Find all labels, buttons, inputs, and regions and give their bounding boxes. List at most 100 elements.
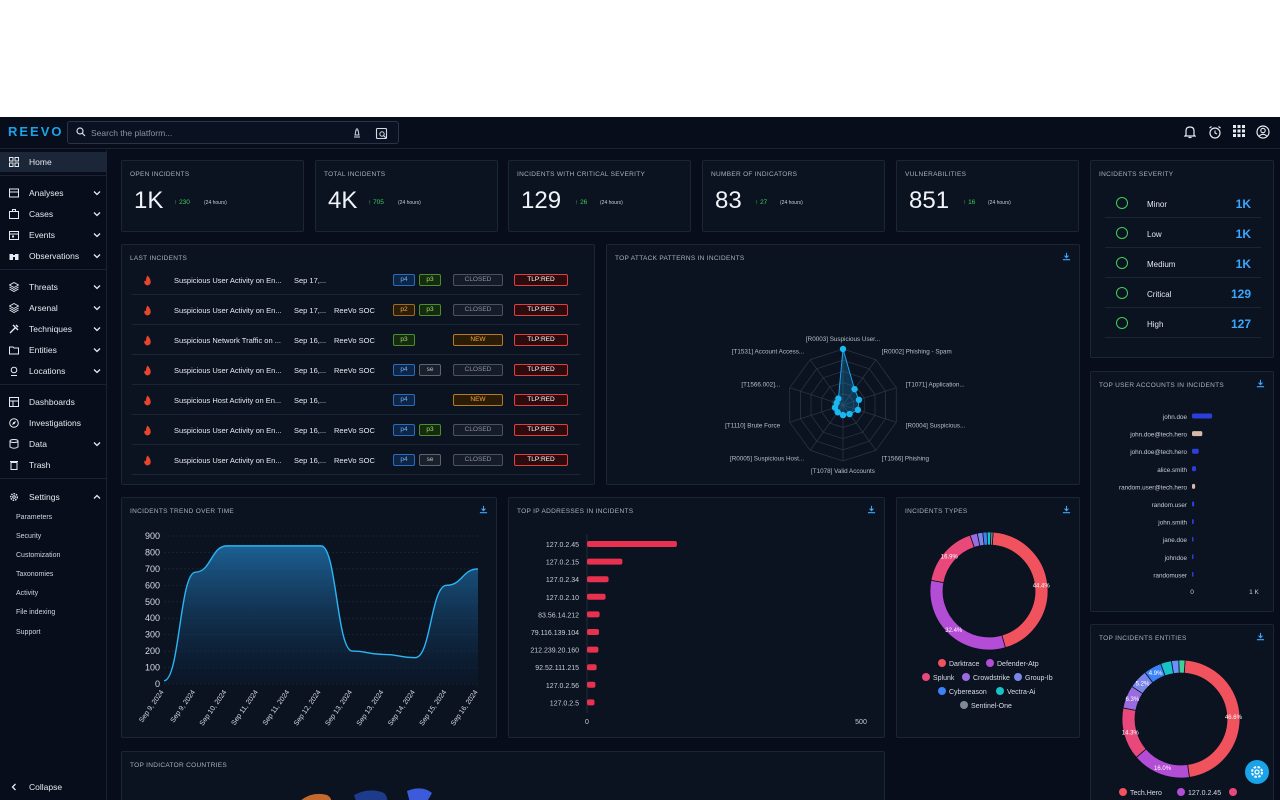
floating-settings-button[interactable] (1245, 760, 1269, 784)
divider (0, 384, 107, 385)
settings-subitem-parameters[interactable]: Parameters (16, 514, 53, 521)
incident-row[interactable]: Suspicious User Activity on En... Sep 17,… (132, 295, 580, 325)
kpi-title: NUMBER OF INDICATORS (711, 171, 798, 178)
severity-row[interactable]: Critical 129 (1105, 278, 1261, 308)
flame-shape (144, 425, 151, 436)
kpi-delta: ↑ 26 (575, 199, 588, 206)
legend-item[interactable]: 127.0.2.45 (1177, 788, 1221, 797)
download-icon[interactable] (479, 505, 488, 514)
image-search-icon[interactable] (375, 126, 389, 140)
search-bar[interactable]: Search the platform... (67, 121, 399, 144)
map-region (354, 790, 388, 800)
marking-tag: p4 (393, 394, 415, 406)
settings-subitem-customization[interactable]: Customization (16, 552, 61, 559)
sidebar-item-analyses[interactable]: Analyses (0, 183, 107, 203)
y-tick-label: 500 (145, 597, 160, 607)
download-icon[interactable] (1062, 252, 1071, 261)
search-input[interactable]: Search the platform... (91, 128, 173, 138)
bar-category-label: 79.116.139.104 (531, 630, 579, 637)
notifications-icon[interactable] (1184, 125, 1196, 139)
legend-item[interactable]: Cybereason (938, 687, 987, 696)
settings-subitem-support[interactable]: Support (16, 629, 41, 636)
download-icon[interactable] (1256, 632, 1265, 641)
bar (1192, 554, 1194, 560)
bar (1192, 413, 1213, 419)
legend-item[interactable]: Crowdstrike (962, 673, 1010, 682)
user-account-icon[interactable] (1256, 125, 1270, 139)
severity-row[interactable]: Low 1K (1105, 218, 1261, 248)
sidebar-item-threats[interactable]: Threats (0, 277, 107, 297)
ai-search-icon[interactable] (351, 127, 363, 139)
app-logo[interactable]: REEVO (8, 124, 64, 139)
legend-item[interactable]: Group-Ib (1014, 673, 1053, 682)
legend-dot (1119, 788, 1127, 796)
settings-subitem-file-indexing[interactable]: File indexing (16, 609, 56, 616)
slice-label: 6.3% (1126, 697, 1140, 703)
legend-item[interactable]: Splunk (922, 673, 954, 682)
grid-icon (9, 157, 19, 167)
legend-item[interactable] (1229, 788, 1240, 797)
bar-category-label: 127.0.2.34 (546, 577, 579, 584)
incident-row[interactable]: Suspicious Host Activity on En... Sep 16,… (132, 385, 580, 415)
sidebar-item-cases[interactable]: Cases (0, 204, 107, 224)
sidebar-item-locations[interactable]: Locations (0, 361, 107, 381)
sidebar-item-events[interactable]: Events (0, 225, 107, 245)
incident-row[interactable]: Suspicious User Activity on En... Sep 17,… (132, 265, 580, 295)
status-circle-icon (1116, 257, 1128, 269)
legend-item[interactable]: Vectra-Ai (996, 687, 1035, 696)
x-tick-label: 500 (855, 719, 867, 726)
incident-row[interactable]: Suspicious User Activity on En... Sep 16,… (132, 415, 580, 445)
alarm-clock-icon[interactable] (1208, 125, 1222, 139)
x-tick-label: 0 (585, 719, 589, 726)
slice-label: 14.3% (1122, 730, 1140, 736)
status-circle-icon (1116, 227, 1128, 239)
sidebar-item-trash[interactable]: Trash (0, 455, 107, 475)
severity-row[interactable]: High 127 (1105, 308, 1261, 338)
severity-name: Minor (1147, 200, 1168, 209)
sidebar-item-arsenal[interactable]: Arsenal (0, 298, 107, 318)
collapse-button[interactable]: Collapse (0, 778, 107, 796)
sidebar-item-dashboards[interactable]: Dashboards (0, 392, 107, 412)
sidebar-item-data[interactable]: Data (0, 434, 107, 454)
settings-subitem-activity[interactable]: Activity (16, 590, 39, 597)
bar-category-label: 127.0.2.56 (546, 683, 579, 690)
legend-item[interactable]: Sentinel-One (960, 701, 1012, 710)
download-icon[interactable] (1256, 379, 1265, 388)
radar-chart: [R0003] Suspicious User...[R0002] Phishi… (725, 336, 965, 475)
sidebar-item-settings[interactable]: Settings (0, 487, 107, 507)
legend-item[interactable]: Tech.Hero (1119, 788, 1162, 797)
severity-row[interactable]: Minor 1K (1105, 188, 1261, 218)
severity-value: 1K (1235, 227, 1251, 241)
settings-subitem-security[interactable]: Security (16, 533, 42, 540)
apps-grid-icon[interactable] (1233, 125, 1245, 137)
sidebar-item-entities[interactable]: Entities (0, 340, 107, 360)
radar-point (851, 385, 858, 393)
x-tick-label: Sep 16, 2024 (450, 689, 480, 727)
kpi-period: (24 hours) (600, 200, 623, 206)
bar (587, 646, 599, 653)
download-icon[interactable] (867, 505, 876, 514)
kpi-title: TOTAL INCIDENTS (324, 171, 386, 178)
incident-row[interactable]: Suspicious User Activity on En... Sep 16,… (132, 355, 580, 385)
sidebar-item-techniques[interactable]: Techniques (0, 319, 107, 339)
download-icon[interactable] (1062, 505, 1071, 514)
kpi-delta-value: 16 (968, 199, 976, 206)
severity-row[interactable]: Medium 1K (1105, 248, 1261, 278)
incident-author: ReeVo SOC (334, 456, 375, 465)
sidebar-item-home[interactable]: Home (0, 152, 107, 172)
severity-value: 1K (1235, 197, 1251, 211)
chevron-up-icon (93, 494, 101, 499)
sidebar-item-investigations[interactable]: Investigations (0, 413, 107, 433)
incident-row[interactable]: Suspicious Network Traffic on ... Sep 16,… (132, 325, 580, 355)
legend-dot (960, 701, 968, 709)
legend-item[interactable]: Darktrace (938, 659, 979, 668)
bar (1192, 483, 1196, 489)
legend-item[interactable]: Defender-Atp (986, 659, 1039, 668)
tlp-badge: TLP:RED (514, 274, 568, 286)
incident-row[interactable]: Suspicious User Activity on En... Sep 16,… (132, 445, 580, 475)
sidebar-item-label: Dashboards (29, 397, 75, 407)
settings-subitem-taxonomies[interactable]: Taxonomies (16, 571, 54, 578)
sidebar-item-observations[interactable]: Observations (0, 246, 107, 266)
marking-tag: p4 (393, 454, 415, 466)
